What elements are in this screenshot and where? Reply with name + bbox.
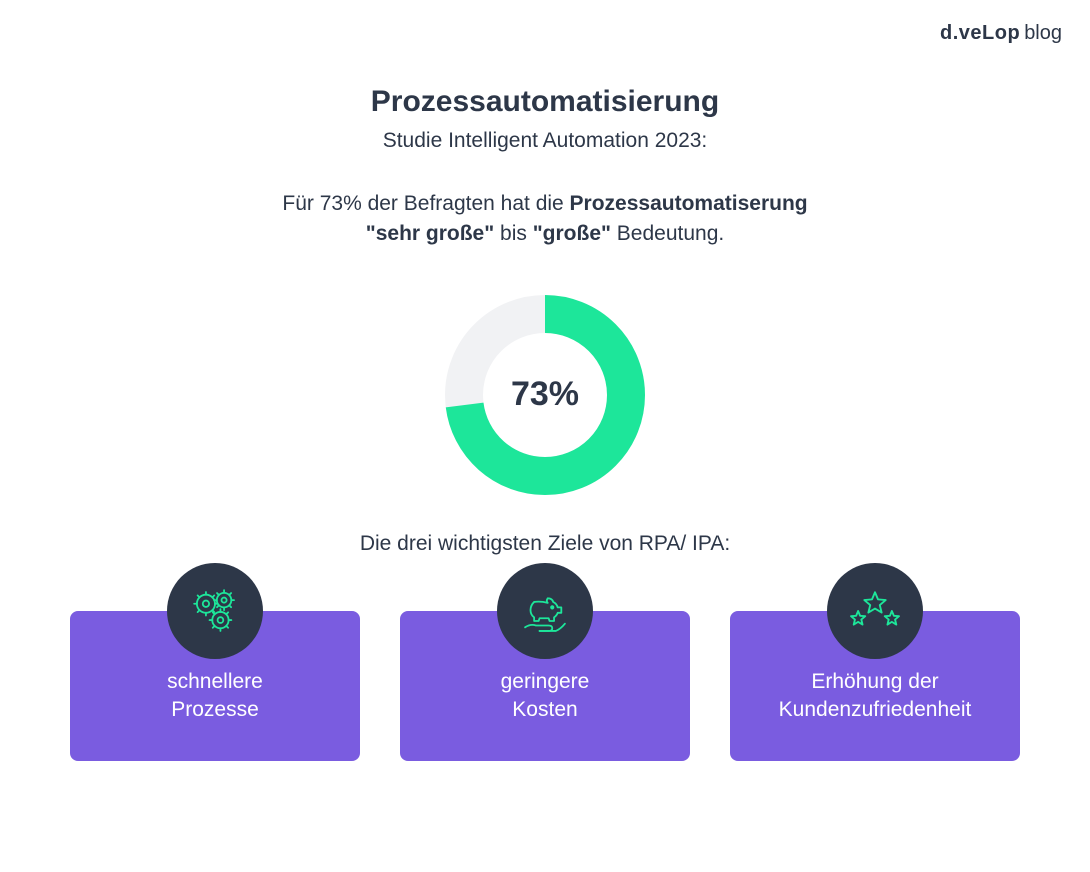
savings-icon [497, 563, 593, 659]
page-title: Prozessautomatisierung [0, 85, 1090, 119]
page-subtitle: Studie Intelligent Automation 2023: [0, 129, 1090, 153]
brand-logo: d.veLopblog [940, 22, 1062, 45]
gears-icon [167, 563, 263, 659]
card-line1: geringere [501, 670, 590, 693]
goal-card-label: schnellere Prozesse [167, 668, 263, 725]
logo-bold: d.veLop [940, 22, 1020, 44]
goal-card: Erhöhung der Kundenzufriedenheit [730, 611, 1020, 761]
goal-card: schnellere Prozesse [70, 611, 360, 761]
card-line2: Prozesse [171, 698, 259, 721]
card-line1: schnellere [167, 670, 263, 693]
card-line2: Kundenzufriedenheit [779, 698, 972, 721]
stars-icon [827, 563, 923, 659]
goal-card: geringere Kosten [400, 611, 690, 761]
desc-mid: bis [494, 222, 533, 245]
desc-pre: Für 73% der Befragten hat die [282, 192, 569, 215]
desc-bold-2: "sehr große" [366, 222, 494, 245]
card-line2: Kosten [512, 698, 577, 721]
card-line1: Erhöhung der [811, 670, 938, 693]
donut-chart: 73% [430, 280, 660, 510]
logo-light: blog [1024, 22, 1062, 44]
desc-post: Bedeutung. [611, 222, 724, 245]
goal-card-label: Erhöhung der Kundenzufriedenheit [779, 668, 972, 725]
desc-bold-1: Prozessautomatiserung [570, 192, 808, 215]
goal-card-label: geringere Kosten [501, 668, 590, 725]
infographic-content: Prozessautomatisierung Studie Intelligen… [0, 0, 1090, 761]
donut-percent-label: 73% [430, 280, 660, 510]
description-text: Für 73% der Befragten hat die Prozessaut… [0, 189, 1090, 250]
goal-cards-row: schnellere Prozesse geringere Kosten Erhöhun… [0, 611, 1090, 761]
goals-title: Die drei wichtigsten Ziele von RPA/ IPA: [0, 532, 1090, 556]
desc-bold-3: "große" [533, 222, 611, 245]
